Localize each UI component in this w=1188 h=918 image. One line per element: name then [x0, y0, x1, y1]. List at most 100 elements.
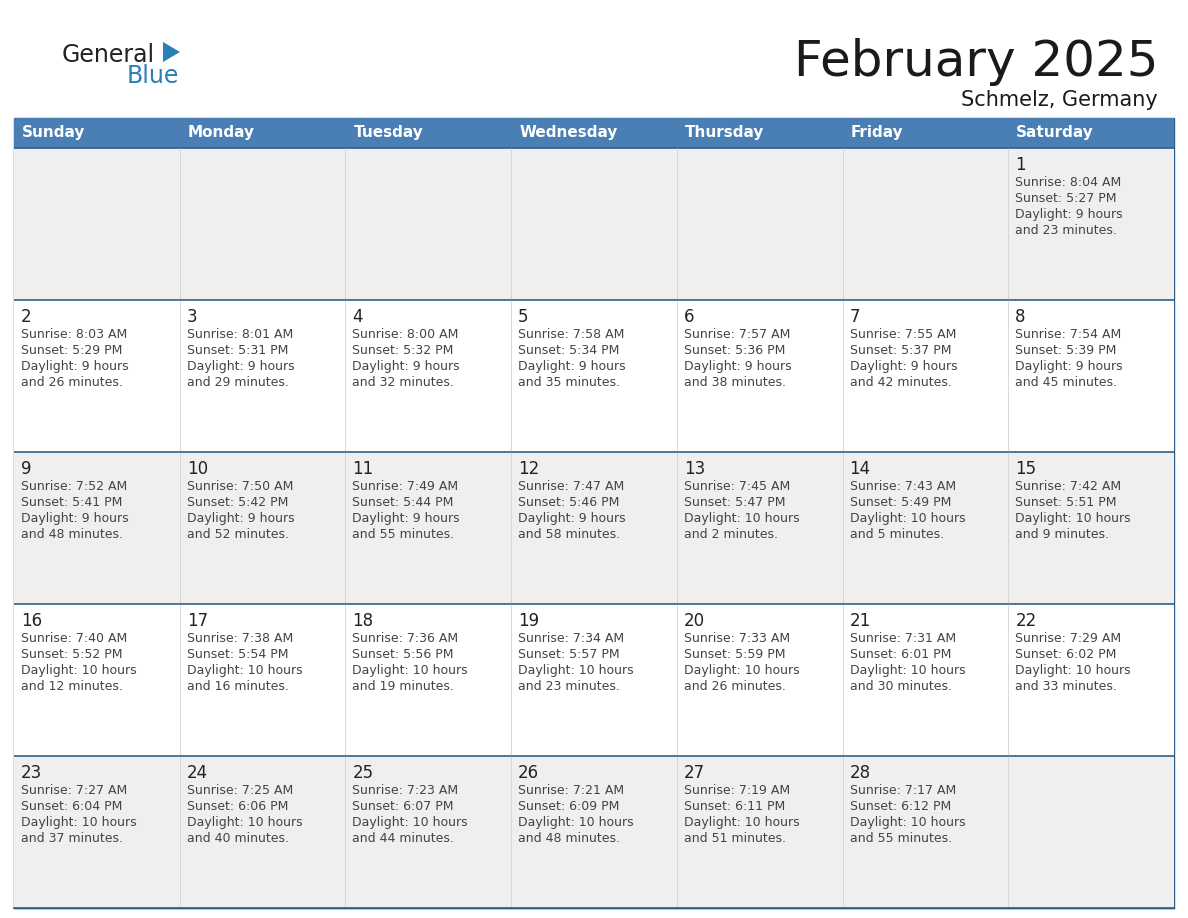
Text: and 45 minutes.: and 45 minutes.	[1016, 376, 1117, 389]
Text: Daylight: 9 hours: Daylight: 9 hours	[21, 512, 128, 525]
Text: 16: 16	[21, 612, 42, 630]
Text: and 42 minutes.: and 42 minutes.	[849, 376, 952, 389]
Text: Daylight: 9 hours: Daylight: 9 hours	[353, 512, 460, 525]
Text: Sunrise: 8:01 AM: Sunrise: 8:01 AM	[187, 328, 293, 341]
Text: Daylight: 10 hours: Daylight: 10 hours	[849, 816, 965, 829]
Bar	[14, 756, 1174, 908]
Text: Sunset: 5:41 PM: Sunset: 5:41 PM	[21, 496, 122, 509]
Text: and 35 minutes.: and 35 minutes.	[518, 376, 620, 389]
Text: Daylight: 9 hours: Daylight: 9 hours	[518, 360, 626, 373]
Text: General: General	[62, 43, 156, 67]
Text: and 40 minutes.: and 40 minutes.	[187, 832, 289, 845]
Text: Blue: Blue	[127, 64, 179, 88]
Polygon shape	[163, 42, 181, 62]
Text: 6: 6	[684, 308, 694, 326]
Text: Sunrise: 7:50 AM: Sunrise: 7:50 AM	[187, 480, 293, 493]
Text: and 23 minutes.: and 23 minutes.	[518, 680, 620, 693]
Text: Sunrise: 7:34 AM: Sunrise: 7:34 AM	[518, 632, 624, 645]
Text: and 44 minutes.: and 44 minutes.	[353, 832, 454, 845]
Text: Daylight: 10 hours: Daylight: 10 hours	[1016, 512, 1131, 525]
Bar	[14, 118, 179, 148]
Text: Sunset: 5:32 PM: Sunset: 5:32 PM	[353, 344, 454, 357]
Text: Sunset: 6:06 PM: Sunset: 6:06 PM	[187, 800, 287, 813]
Text: Sunset: 6:07 PM: Sunset: 6:07 PM	[353, 800, 454, 813]
Text: 26: 26	[518, 764, 539, 782]
Text: Friday: Friday	[851, 126, 903, 140]
Text: Daylight: 10 hours: Daylight: 10 hours	[684, 816, 800, 829]
Text: Sunset: 5:51 PM: Sunset: 5:51 PM	[1016, 496, 1117, 509]
Text: 7: 7	[849, 308, 860, 326]
Text: Sunset: 5:47 PM: Sunset: 5:47 PM	[684, 496, 785, 509]
Text: Sunset: 5:39 PM: Sunset: 5:39 PM	[1016, 344, 1117, 357]
Text: Sunrise: 7:52 AM: Sunrise: 7:52 AM	[21, 480, 127, 493]
Bar	[677, 118, 842, 148]
Text: and 52 minutes.: and 52 minutes.	[187, 528, 289, 541]
Text: Sunset: 6:12 PM: Sunset: 6:12 PM	[849, 800, 950, 813]
Text: Thursday: Thursday	[684, 126, 764, 140]
Text: 24: 24	[187, 764, 208, 782]
Text: 1: 1	[1016, 156, 1026, 174]
Text: 21: 21	[849, 612, 871, 630]
Text: Sunset: 5:29 PM: Sunset: 5:29 PM	[21, 344, 122, 357]
Bar	[14, 300, 1174, 452]
Text: February 2025: February 2025	[794, 38, 1158, 86]
Text: 3: 3	[187, 308, 197, 326]
Text: 2: 2	[21, 308, 32, 326]
Text: Sunset: 5:36 PM: Sunset: 5:36 PM	[684, 344, 785, 357]
Text: Sunset: 6:02 PM: Sunset: 6:02 PM	[1016, 648, 1117, 661]
Text: Daylight: 9 hours: Daylight: 9 hours	[353, 360, 460, 373]
Text: Saturday: Saturday	[1016, 126, 1094, 140]
Text: Sunrise: 7:57 AM: Sunrise: 7:57 AM	[684, 328, 790, 341]
Text: and 12 minutes.: and 12 minutes.	[21, 680, 122, 693]
Text: 9: 9	[21, 460, 32, 478]
Text: Sunrise: 7:55 AM: Sunrise: 7:55 AM	[849, 328, 956, 341]
Text: Sunrise: 7:42 AM: Sunrise: 7:42 AM	[1016, 480, 1121, 493]
Text: Daylight: 9 hours: Daylight: 9 hours	[187, 512, 295, 525]
Text: Sunset: 5:37 PM: Sunset: 5:37 PM	[849, 344, 952, 357]
Text: Sunset: 5:34 PM: Sunset: 5:34 PM	[518, 344, 619, 357]
Text: and 55 minutes.: and 55 minutes.	[849, 832, 952, 845]
Text: Sunset: 5:59 PM: Sunset: 5:59 PM	[684, 648, 785, 661]
Text: 12: 12	[518, 460, 539, 478]
Text: 22: 22	[1016, 612, 1037, 630]
Bar	[14, 604, 1174, 756]
Text: 13: 13	[684, 460, 706, 478]
Text: Sunday: Sunday	[23, 126, 86, 140]
Text: Daylight: 10 hours: Daylight: 10 hours	[21, 664, 137, 677]
Text: and 19 minutes.: and 19 minutes.	[353, 680, 454, 693]
Text: Tuesday: Tuesday	[353, 126, 423, 140]
Text: Sunrise: 7:29 AM: Sunrise: 7:29 AM	[1016, 632, 1121, 645]
Text: Daylight: 10 hours: Daylight: 10 hours	[849, 512, 965, 525]
Text: Sunrise: 7:47 AM: Sunrise: 7:47 AM	[518, 480, 625, 493]
Text: Sunrise: 7:23 AM: Sunrise: 7:23 AM	[353, 784, 459, 797]
Text: and 48 minutes.: and 48 minutes.	[21, 528, 124, 541]
Text: Sunrise: 7:31 AM: Sunrise: 7:31 AM	[849, 632, 955, 645]
Text: Schmelz, Germany: Schmelz, Germany	[961, 90, 1158, 110]
Text: and 29 minutes.: and 29 minutes.	[187, 376, 289, 389]
Text: and 55 minutes.: and 55 minutes.	[353, 528, 455, 541]
Text: and 2 minutes.: and 2 minutes.	[684, 528, 778, 541]
Text: Sunrise: 7:21 AM: Sunrise: 7:21 AM	[518, 784, 624, 797]
Text: and 16 minutes.: and 16 minutes.	[187, 680, 289, 693]
Text: and 9 minutes.: and 9 minutes.	[1016, 528, 1110, 541]
Text: Daylight: 10 hours: Daylight: 10 hours	[518, 664, 633, 677]
Text: 25: 25	[353, 764, 373, 782]
Text: Daylight: 9 hours: Daylight: 9 hours	[684, 360, 791, 373]
Text: Sunrise: 7:45 AM: Sunrise: 7:45 AM	[684, 480, 790, 493]
Text: Sunset: 5:46 PM: Sunset: 5:46 PM	[518, 496, 619, 509]
Text: 11: 11	[353, 460, 374, 478]
Bar	[179, 118, 346, 148]
Text: Daylight: 9 hours: Daylight: 9 hours	[518, 512, 626, 525]
Bar	[346, 118, 511, 148]
Text: 17: 17	[187, 612, 208, 630]
Text: Sunrise: 8:00 AM: Sunrise: 8:00 AM	[353, 328, 459, 341]
Text: and 26 minutes.: and 26 minutes.	[684, 680, 785, 693]
Text: and 33 minutes.: and 33 minutes.	[1016, 680, 1117, 693]
Text: Sunset: 6:09 PM: Sunset: 6:09 PM	[518, 800, 619, 813]
Text: 4: 4	[353, 308, 362, 326]
Bar	[14, 148, 1174, 300]
Text: Sunset: 6:01 PM: Sunset: 6:01 PM	[849, 648, 950, 661]
Text: Daylight: 9 hours: Daylight: 9 hours	[849, 360, 958, 373]
Text: 10: 10	[187, 460, 208, 478]
Text: Sunrise: 7:36 AM: Sunrise: 7:36 AM	[353, 632, 459, 645]
